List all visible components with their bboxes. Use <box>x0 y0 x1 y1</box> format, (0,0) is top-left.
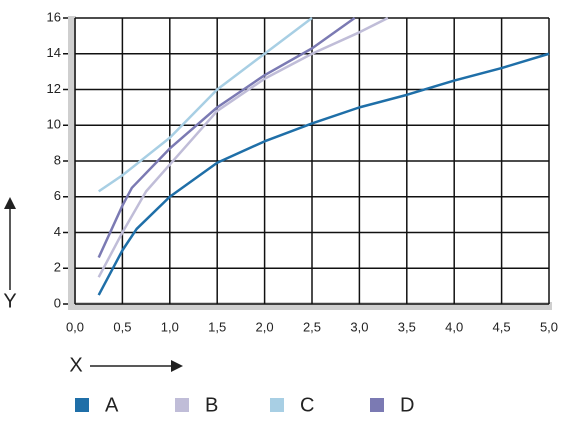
y-axis-label: Y <box>3 290 16 312</box>
legend-swatch <box>370 398 384 412</box>
x-tick-label: 0,5 <box>113 319 131 334</box>
y-tick-label: 4 <box>54 224 61 239</box>
y-tick-label: 16 <box>47 9 61 24</box>
legend: A B C D <box>75 394 414 416</box>
series-line <box>97 16 389 278</box>
y-tick-label: 10 <box>47 117 61 132</box>
y-tick-label: 12 <box>47 81 61 96</box>
series-line <box>97 17 313 193</box>
series-line <box>97 16 356 259</box>
series-line <box>97 52 550 296</box>
y-tick-label: 14 <box>47 45 61 60</box>
x-tick-label: 1,5 <box>208 319 226 334</box>
y-axis-band <box>68 16 76 310</box>
x-tick-label: 3,0 <box>350 319 368 334</box>
x-axis-label: X <box>69 354 82 376</box>
legend-label: A <box>105 394 119 416</box>
x-tick-label: 2,5 <box>303 319 321 334</box>
y-tick-label: 2 <box>54 260 61 275</box>
y-tick-label: 8 <box>54 152 61 167</box>
x-tick-label: 0,0 <box>66 319 84 334</box>
y-tick-label: 6 <box>54 188 61 203</box>
legend-label: B <box>205 394 218 416</box>
legend-swatch <box>270 398 284 412</box>
x-tick-label: 2,0 <box>256 319 274 334</box>
y-tick-label: 0 <box>54 295 61 310</box>
x-tick-label: 3,5 <box>398 319 416 334</box>
legend-swatch <box>75 398 89 412</box>
x-tick-label: 4,5 <box>493 319 511 334</box>
x-axis-band <box>68 302 552 310</box>
legend-label: C <box>300 394 314 416</box>
x-tick-label: 4,0 <box>445 319 463 334</box>
legend-swatch <box>175 398 189 412</box>
x-tick-label: 5,0 <box>540 319 558 334</box>
x-tick-label: 1,0 <box>161 319 179 334</box>
legend-label: D <box>400 394 414 416</box>
